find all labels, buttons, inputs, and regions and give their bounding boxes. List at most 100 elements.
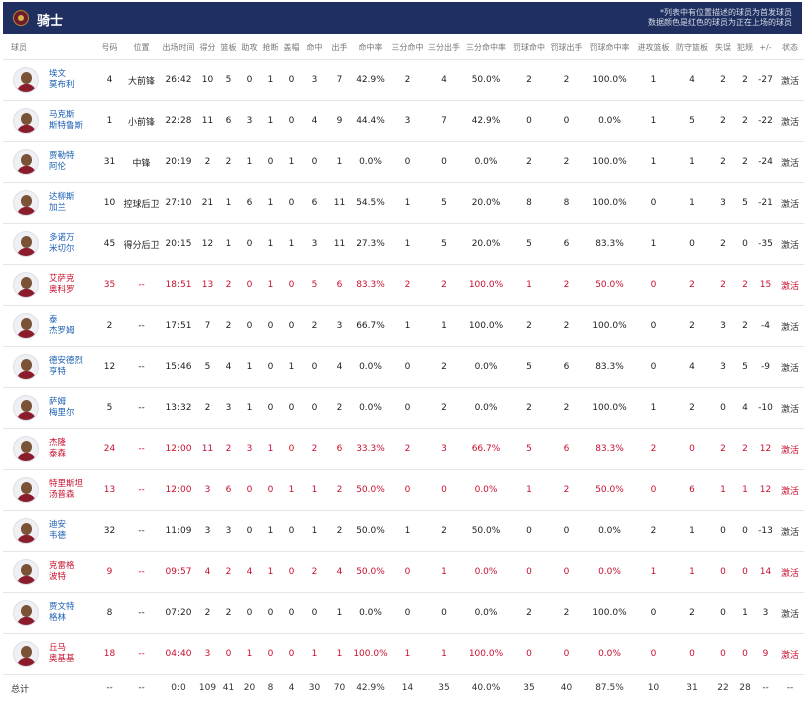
column-header[interactable]: 得分 xyxy=(197,35,218,60)
column-header[interactable]: 罚球命中 xyxy=(510,35,548,60)
player-name-link[interactable]: 达柳斯 加兰 xyxy=(49,192,75,213)
column-header[interactable]: 罚球命中率 xyxy=(585,35,634,60)
table-row: 杰隆 泰森 24 -- 12:00 11 2 3 1 0 2 6 33.3% 2 3 66.7% 5 6 83.3%… xyxy=(3,428,804,470)
stat-cell-tpa: 5 xyxy=(426,182,462,224)
player-name-link[interactable]: 艾萨克 奥科罗 xyxy=(49,274,75,295)
stat-cell-min: 15:46 xyxy=(160,346,197,388)
stat-cell-min: 07:20 xyxy=(160,592,197,634)
total-cell-min: 0:0 xyxy=(171,683,186,693)
stat-cell-fgp: 27.3% xyxy=(352,223,389,265)
column-header[interactable]: +/- xyxy=(755,35,776,60)
status-cell: 激活 xyxy=(776,592,804,634)
column-header[interactable]: 助攻 xyxy=(239,35,260,60)
status-cell: 激活 xyxy=(776,141,804,183)
player-name-link[interactable]: 贾勒特 阿伦 xyxy=(49,151,75,172)
stat-cell-ftp: 100.0% xyxy=(585,182,634,224)
stat-cell-stl: 0 xyxy=(260,141,281,183)
table-row: 贾文特 格林 8 -- 07:20 2 2 0 0 0 0 1 0.0% 0 0 0.0% 2 2 100.0% 0 2… xyxy=(3,592,804,634)
status-cell: 激活 xyxy=(776,387,804,429)
column-header[interactable]: 命中率 xyxy=(352,35,389,60)
column-header[interactable]: 失误 xyxy=(711,35,735,60)
stat-cell-ast: 3 xyxy=(239,428,260,470)
stat-cell-ftm: 0 xyxy=(510,100,548,142)
column-header[interactable]: 出场时间 xyxy=(160,35,197,60)
player-name-link[interactable]: 德安德烈 亨特 xyxy=(49,356,84,377)
column-header[interactable]: 状态 xyxy=(776,35,804,60)
stat-cell-ftp: 50.0% xyxy=(585,469,634,511)
table-row: 贾勒特 阿伦 31 中锋 20:19 2 2 1 0 1 0 1 0.0% 0 0 0.0% 2 2 100.0% 1… xyxy=(3,141,804,183)
stat-cell-stl: 1 xyxy=(260,182,281,224)
stat-cell-fga: 2 xyxy=(327,510,352,552)
stat-cell-fgp: 0.0% xyxy=(352,387,389,429)
player-name-link[interactable]: 迪安 韦德 xyxy=(49,520,67,541)
player-name-link[interactable]: 特里斯坦 汤普森 xyxy=(49,479,84,500)
stat-cell-oreb: 0 xyxy=(634,469,673,511)
stat-cell-fgm: 2 xyxy=(302,428,327,470)
stat-cell-tov: 2 xyxy=(711,141,735,183)
stat-cell-ftm: 2 xyxy=(510,305,548,347)
column-header[interactable]: 号码 xyxy=(96,35,123,60)
stat-cell-tpa: 0 xyxy=(426,469,462,511)
player-cell: 德安德烈 亨特 xyxy=(3,346,96,388)
stat-cell-oreb: 1 xyxy=(634,59,673,101)
stat-cell-dreb: 2 xyxy=(673,592,711,634)
table-row: 泰杰罗姆 2 -- 17:51 7 2 0 0 0 2 3 66.7% 1 1 100.0% 2 2 100.0%… xyxy=(3,305,804,347)
player-cell: 艾萨克 奥科罗 xyxy=(3,264,96,306)
column-header[interactable]: 防守篮板 xyxy=(673,35,711,60)
stat-cell-ast: 4 xyxy=(239,551,260,593)
column-header[interactable]: 球员 xyxy=(3,35,96,60)
stat-cell-pos: 控球后卫 xyxy=(123,182,160,224)
column-header[interactable]: 位置 xyxy=(123,35,160,60)
column-header[interactable]: 三分命中 xyxy=(389,35,426,60)
player-cell: 达柳斯 加兰 xyxy=(3,182,96,224)
stat-cell-min: 17:51 xyxy=(160,305,197,347)
player-name-link[interactable]: 贾文特 格林 xyxy=(49,602,75,623)
stat-cell-pos: 中锋 xyxy=(123,141,160,183)
stat-cell-blk: 0 xyxy=(281,264,302,306)
column-header[interactable]: 犯规 xyxy=(735,35,755,60)
stat-cell-pos: -- xyxy=(123,387,160,429)
stat-cell-tpp: 100.0% xyxy=(462,305,510,347)
player-name-link[interactable]: 丘马 奥基基 xyxy=(49,643,75,664)
player-name-link[interactable]: 克雷格 波特 xyxy=(49,561,75,582)
stat-cell-num: 9 xyxy=(96,551,123,593)
player-cell: 迪安 韦德 xyxy=(3,510,96,552)
stat-cell-ftp: 0.0% xyxy=(585,510,634,552)
column-header[interactable]: 命中 xyxy=(302,35,327,60)
stat-cell-tov: 2 xyxy=(711,59,735,101)
player-name-link[interactable]: 埃文 莫布利 xyxy=(49,69,75,90)
player-name-link[interactable]: 杰隆 泰森 xyxy=(49,438,67,459)
stat-cell-fta: 0 xyxy=(548,100,585,142)
column-header[interactable]: 三分命中率 xyxy=(462,35,510,60)
column-header[interactable]: 出手 xyxy=(327,35,352,60)
player-name-link[interactable]: 泰杰罗姆 xyxy=(49,315,75,336)
column-header[interactable]: 进攻篮板 xyxy=(634,35,673,60)
column-header[interactable]: 盖帽 xyxy=(281,35,302,60)
stat-cell-fgp: 50.0% xyxy=(352,551,389,593)
stat-cell-num: 8 xyxy=(96,592,123,634)
stat-cell-pts: 4 xyxy=(197,551,218,593)
stat-cell-reb: 6 xyxy=(218,100,239,142)
stat-cell-pf: 5 xyxy=(735,346,755,388)
stat-cell-oreb: 2 xyxy=(634,510,673,552)
stat-cell-blk: 1 xyxy=(281,223,302,265)
stat-cell-fgm: 0 xyxy=(302,346,327,388)
player-name-link[interactable]: 萨姆 梅里尔 xyxy=(49,397,75,418)
stat-cell-pts: 2 xyxy=(197,141,218,183)
stat-cell-tov: 3 xyxy=(711,182,735,224)
column-header[interactable]: 篮板 xyxy=(218,35,239,60)
stat-cell-fta: 2 xyxy=(548,59,585,101)
stat-cell-ftp: 83.3% xyxy=(585,428,634,470)
stat-cell-fta: 0 xyxy=(548,633,585,675)
table-header-row: 球员 号码 位置 出场时间 得分 篮板 助攻 抢断 盖帽 命中 出手 命中率 三分命中 三分出手 三分命中率… xyxy=(3,35,804,60)
column-header[interactable]: 罚球出手 xyxy=(548,35,585,60)
stat-cell-ast: 0 xyxy=(239,305,260,347)
player-name-link[interactable]: 多诺万 米切尔 xyxy=(49,233,75,254)
stat-cell-fta: 2 xyxy=(548,141,585,183)
stat-cell-blk: 1 xyxy=(281,346,302,388)
stat-cell-ast: 1 xyxy=(239,633,260,675)
player-name-link[interactable]: 马克斯 斯特鲁斯 xyxy=(49,110,84,131)
column-header[interactable]: 三分出手 xyxy=(426,35,462,60)
column-header[interactable]: 抢断 xyxy=(260,35,281,60)
stat-cell-tpp: 0.0% xyxy=(462,551,510,593)
